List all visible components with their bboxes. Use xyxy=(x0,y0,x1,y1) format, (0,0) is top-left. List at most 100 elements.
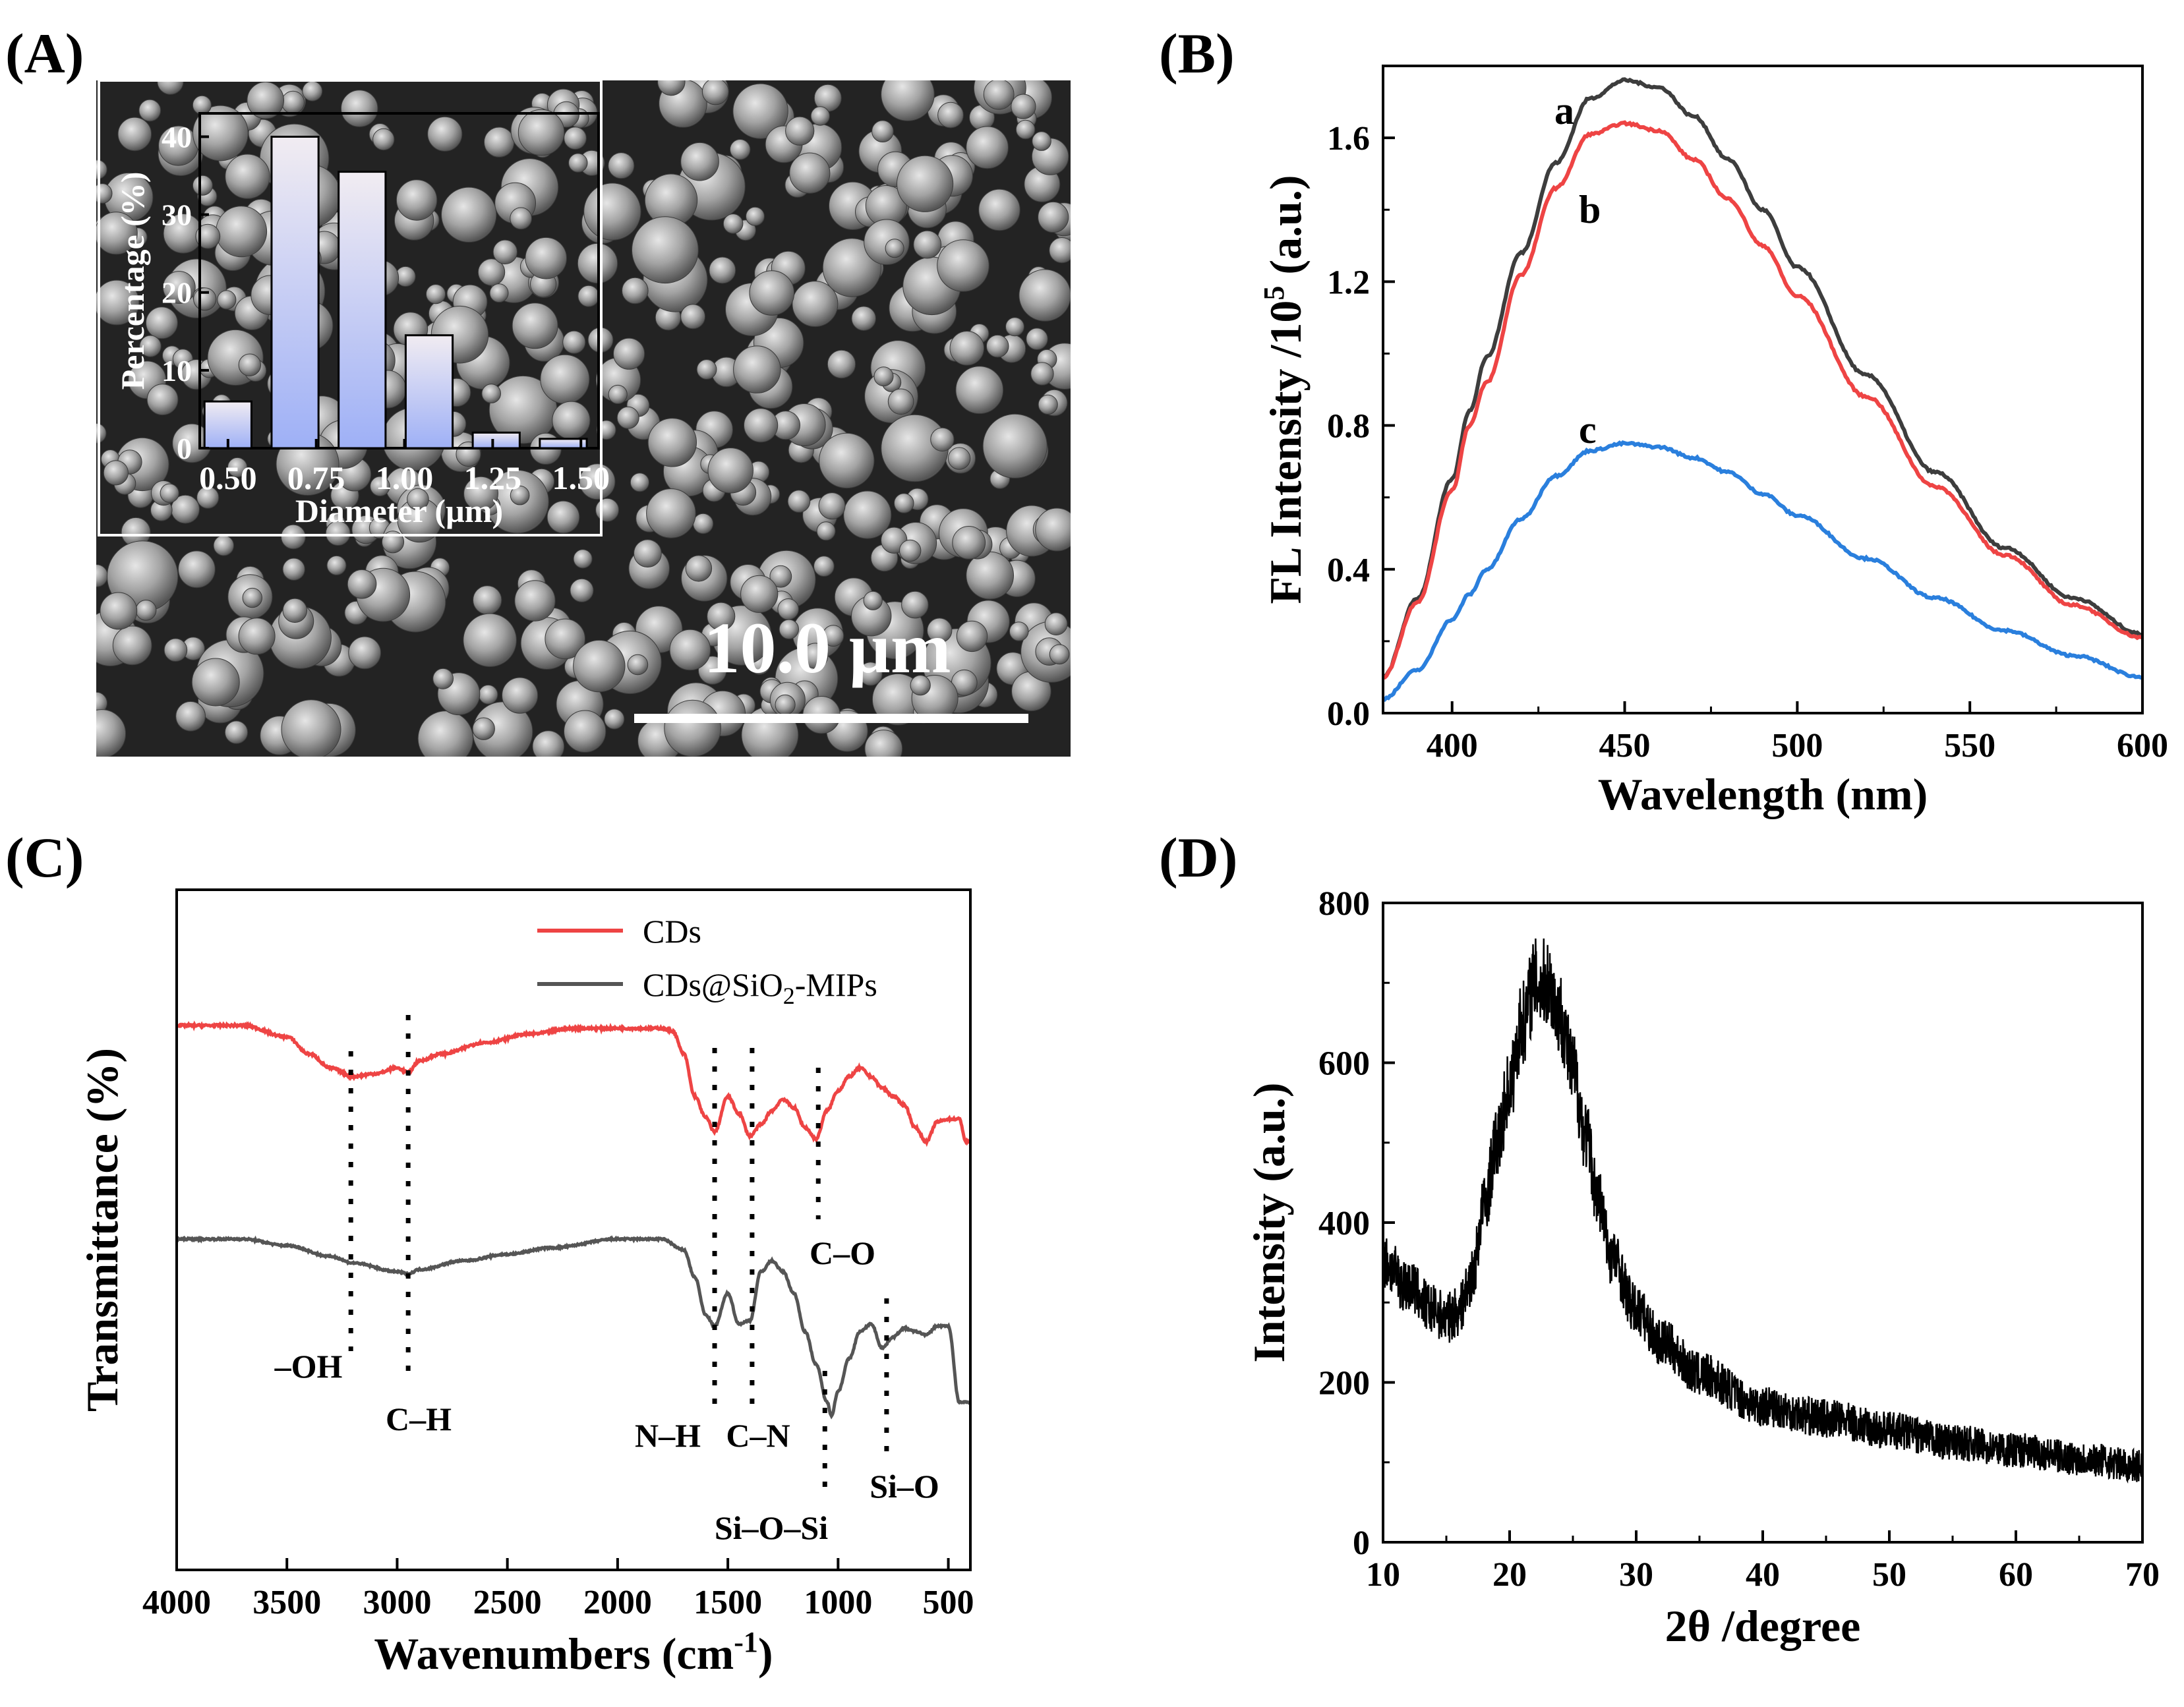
band-annotation: N–H xyxy=(635,1417,701,1454)
inset-bar xyxy=(539,438,588,449)
sem-particle xyxy=(463,476,498,511)
sem-particle xyxy=(195,223,221,249)
xtick-label: 70 xyxy=(2125,1556,2160,1594)
sem-particle xyxy=(579,463,616,500)
sem-particle xyxy=(949,331,985,366)
sem-particle xyxy=(818,492,846,520)
axes-frame xyxy=(175,888,972,1571)
xtick-label: 4000 xyxy=(142,1584,211,1621)
sem-particle xyxy=(96,212,138,255)
xtick-label: 3500 xyxy=(252,1584,321,1621)
sem-particle xyxy=(733,345,781,393)
inset-bar xyxy=(471,431,521,449)
sem-particle xyxy=(729,139,751,160)
sem-particle xyxy=(573,549,593,569)
sem-particle xyxy=(627,654,649,676)
sem-particle xyxy=(937,101,964,129)
panel-a-label: (A) xyxy=(5,22,84,85)
fluorescence-chart: 0.0 0.4 0.8 1.2 1.6 400 450 500 550 600 Wavelength… xyxy=(1258,65,2168,819)
sem-particle xyxy=(396,179,438,221)
inset-frame xyxy=(98,79,603,536)
sem-particle xyxy=(937,239,989,292)
sem-particle xyxy=(545,618,586,660)
sem-particle xyxy=(160,483,179,503)
sem-particle xyxy=(216,206,268,258)
sem-particle xyxy=(792,281,839,328)
sem-particle xyxy=(510,207,533,230)
ytick-label: 1.6 xyxy=(1327,120,1370,158)
sem-particle xyxy=(512,303,558,349)
xrd-chart: 0 200 400 600 800 10 20 30 40 50 60 70 2θ /degree Int… xyxy=(1244,885,2160,1651)
sem-particle xyxy=(709,256,736,284)
sem-particle xyxy=(1049,644,1070,665)
sem-particle xyxy=(664,699,721,757)
sem-particle xyxy=(744,408,779,443)
sem-particle xyxy=(135,600,157,621)
xtick-label: 500 xyxy=(923,1584,974,1621)
sem-particle xyxy=(477,258,506,286)
sem-particle xyxy=(613,337,645,370)
sem-particle xyxy=(96,423,107,444)
sem-particle xyxy=(1018,269,1071,322)
sem-particle xyxy=(192,95,212,115)
sem-particle xyxy=(281,699,341,757)
sem-particle xyxy=(746,206,765,226)
ytick-label: 0.0 xyxy=(1327,695,1370,733)
sem-particle xyxy=(552,401,591,440)
sem-particle xyxy=(983,80,1015,110)
xtick-label: 1500 xyxy=(694,1584,762,1621)
sem-particle xyxy=(564,127,587,150)
sem-particle xyxy=(822,625,844,647)
sem-particle xyxy=(427,116,463,152)
sem-particle xyxy=(616,406,639,429)
sem-particle xyxy=(956,620,988,652)
sem-particle xyxy=(685,555,713,582)
sem-particle xyxy=(502,677,539,714)
sem-particle xyxy=(813,556,835,577)
sem-particle xyxy=(247,81,285,119)
sem-particle xyxy=(517,109,565,156)
series-cds-line xyxy=(176,1020,972,1147)
sem-particle xyxy=(191,658,240,707)
inset-xtick-label: 1.00 xyxy=(376,459,434,496)
sem-particle xyxy=(789,152,831,194)
xtick-label: 550 xyxy=(1944,727,1995,765)
xtick-label: 10 xyxy=(1366,1556,1400,1594)
sem-particle xyxy=(281,524,306,550)
sem-particle xyxy=(913,230,942,259)
sem-particle xyxy=(740,575,779,613)
inset-ytick-label: 20 xyxy=(162,276,192,310)
sem-particle xyxy=(370,476,390,497)
sem-particle xyxy=(978,188,1020,231)
series-cds-sio2-mips-line xyxy=(175,1235,972,1420)
xrd-pattern-line xyxy=(1382,938,2144,1484)
inset-bar xyxy=(404,334,454,449)
sem-particle xyxy=(417,710,473,757)
sem-particle xyxy=(864,730,903,757)
x-axis-label: Wavenumbers (cm-1) xyxy=(374,1626,773,1679)
sem-particle xyxy=(785,116,815,146)
sem-particle xyxy=(1026,328,1048,351)
sem-particle xyxy=(96,709,127,757)
sem-particle xyxy=(213,535,235,556)
sem-particle xyxy=(647,418,697,467)
series-c-line xyxy=(1382,440,2143,703)
sem-particle xyxy=(669,629,711,671)
xtick-label: 60 xyxy=(1999,1556,2033,1594)
xtick-label: 3000 xyxy=(363,1584,431,1621)
sem-particle xyxy=(657,80,686,96)
band-annotation: C–N xyxy=(726,1417,790,1454)
ytick-label: 0 xyxy=(1353,1524,1370,1562)
sem-particle xyxy=(340,90,378,127)
ytick-label: 400 xyxy=(1318,1205,1370,1242)
inset-ytick-label: 30 xyxy=(162,198,192,232)
sem-particle xyxy=(325,521,351,546)
sem-particle xyxy=(927,618,953,643)
sem-particle xyxy=(692,513,714,535)
sem-particle xyxy=(1044,612,1068,635)
sem-particle xyxy=(885,239,904,258)
inset-ytick-label: 40 xyxy=(162,120,192,154)
sem-particle xyxy=(192,105,249,161)
scale-bar-label: 10.0 µm xyxy=(703,608,951,688)
